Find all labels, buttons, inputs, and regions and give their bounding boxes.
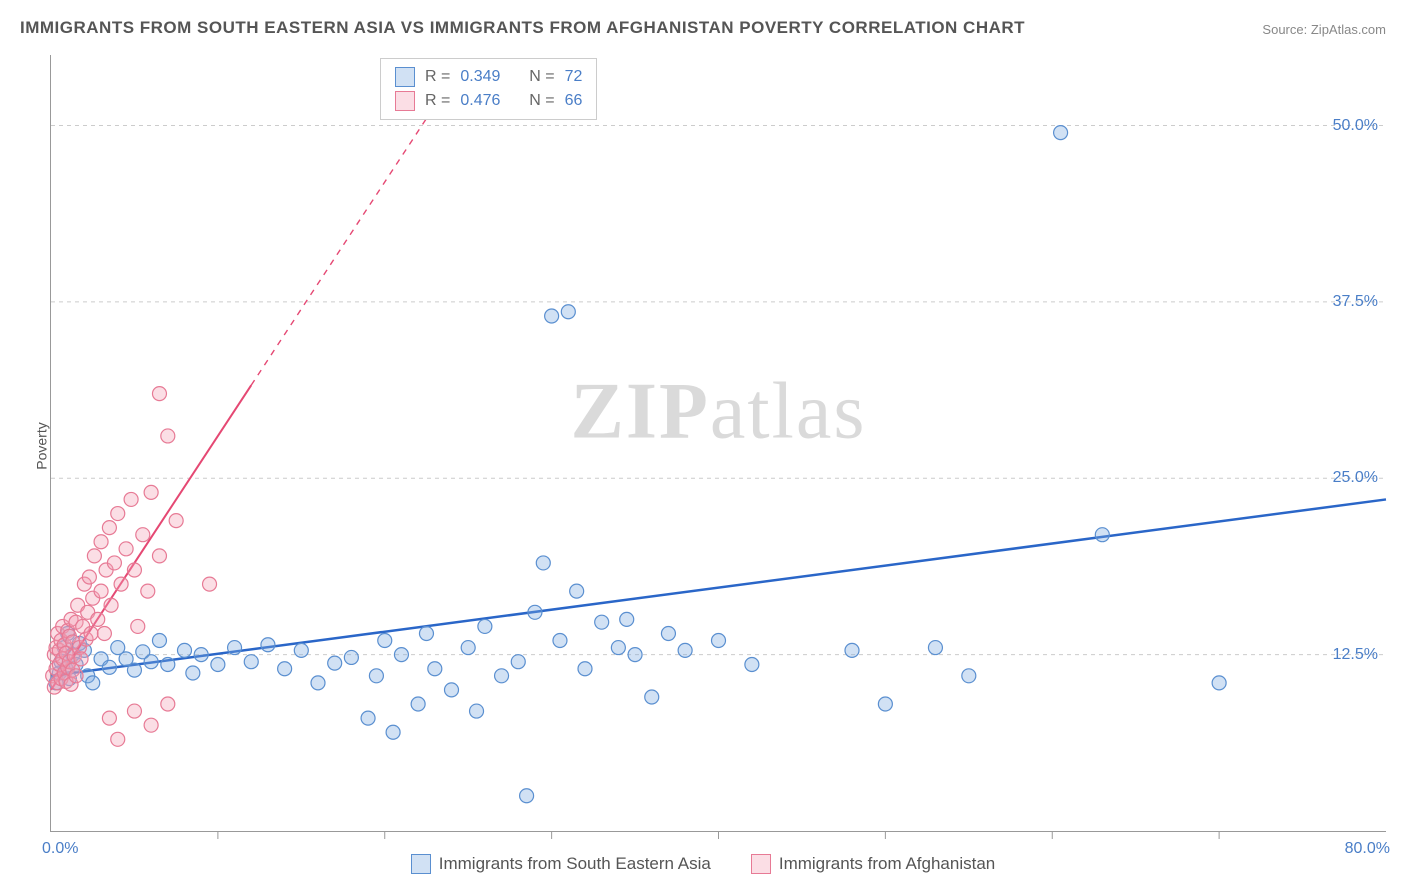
n-value-1: 72 <box>565 65 583 89</box>
swatch-series-1-bottom <box>411 854 431 874</box>
x-axis-min-label: 0.0% <box>42 840 78 858</box>
r-label: R = <box>425 65 450 89</box>
n-label: N = <box>529 65 554 89</box>
legend-label-1: Immigrants from South Eastern Asia <box>439 854 711 874</box>
source-attribution: Source: ZipAtlas.com <box>1262 22 1386 37</box>
y-axis-label: Poverty <box>34 422 50 469</box>
y-tick-label: 37.5% <box>1333 293 1378 311</box>
y-tick-label: 25.0% <box>1333 469 1378 487</box>
n-label: N = <box>529 89 554 113</box>
legend-item-2: Immigrants from Afghanistan <box>751 854 995 874</box>
x-axis-max-label: 80.0% <box>1345 840 1390 858</box>
n-value-2: 66 <box>565 89 583 113</box>
swatch-series-1 <box>395 67 415 87</box>
r-label: R = <box>425 89 450 113</box>
bottom-legend: Immigrants from South Eastern Asia Immig… <box>0 854 1406 874</box>
source-link[interactable]: ZipAtlas.com <box>1311 22 1386 37</box>
y-tick-label: 50.0% <box>1333 117 1378 135</box>
stats-row-1: R = 0.349 N = 72 <box>395 65 582 89</box>
plot-area: ZIPatlas 12.5%25.0%37.5%50.0% <box>50 55 1386 832</box>
swatch-series-2 <box>395 91 415 111</box>
legend-item-1: Immigrants from South Eastern Asia <box>411 854 711 874</box>
y-tick-label: 12.5% <box>1333 646 1378 664</box>
r-value-2: 0.476 <box>460 89 500 113</box>
stats-legend: R = 0.349 N = 72 R = 0.476 N = 66 <box>380 58 597 120</box>
stats-row-2: R = 0.476 N = 66 <box>395 89 582 113</box>
r-value-1: 0.349 <box>460 65 500 89</box>
source-label: Source: <box>1262 22 1307 37</box>
legend-label-2: Immigrants from Afghanistan <box>779 854 995 874</box>
chart-title: IMMIGRANTS FROM SOUTH EASTERN ASIA VS IM… <box>20 18 1025 38</box>
swatch-series-2-bottom <box>751 854 771 874</box>
scatter-svg <box>51 55 1386 831</box>
